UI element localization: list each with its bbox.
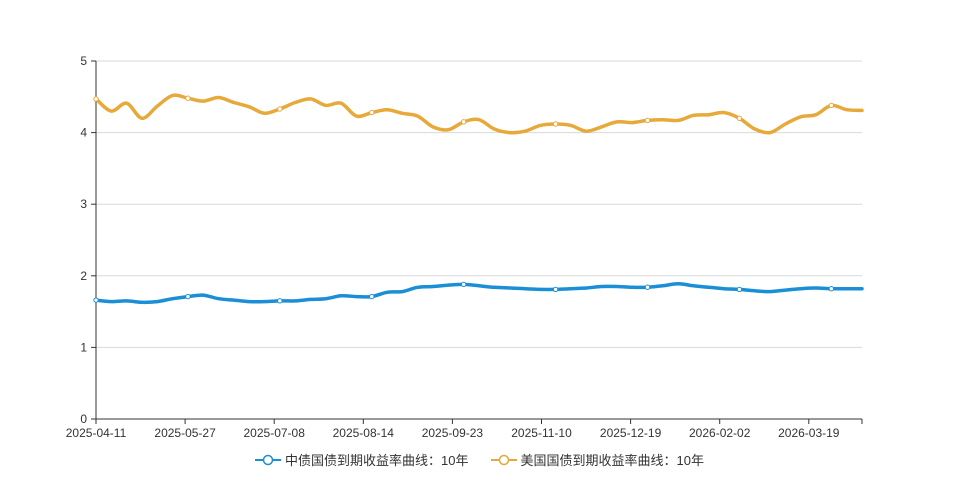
data-point[interactable] xyxy=(93,297,99,303)
data-point[interactable] xyxy=(185,293,191,300)
data-point[interactable] xyxy=(185,95,191,101)
series-line-0[interactable] xyxy=(94,281,864,305)
data-point[interactable] xyxy=(644,284,651,290)
legend: 中债国债到期收益率曲线：10年 美国国债到期收益率曲线：10年 xyxy=(0,450,959,469)
data-point[interactable] xyxy=(828,285,835,292)
x-tick-label: 2025-04-11 xyxy=(66,426,127,440)
legend-item-cn[interactable]: 中债国债到期收益率曲线：10年 xyxy=(255,450,469,469)
data-point[interactable] xyxy=(552,286,559,293)
y-tick-label: 4 xyxy=(80,126,87,140)
legend-label-us: 美国国债到期收益率曲线：10年 xyxy=(520,453,704,468)
y-tick-label: 3 xyxy=(80,197,87,211)
series-lines xyxy=(93,93,864,305)
data-point[interactable] xyxy=(552,121,559,127)
data-point[interactable] xyxy=(277,298,283,304)
data-point[interactable] xyxy=(460,119,467,125)
data-point[interactable] xyxy=(277,106,283,112)
x-tick-label: 2026-02-02 xyxy=(689,426,751,440)
data-point[interactable] xyxy=(736,115,743,121)
legend-label-cn: 中债国债到期收益率曲线：10年 xyxy=(285,453,469,468)
x-tick-label: 2025-11-10 xyxy=(511,426,572,440)
x-axis: 2025-04-11 2025-05-27 2025-07-08 2025-08-14… xyxy=(66,418,863,440)
legend-line-circle-icon xyxy=(255,454,282,465)
series-line-1[interactable] xyxy=(94,93,864,135)
x-tick-label: 2025-05-27 xyxy=(154,426,216,440)
data-point[interactable] xyxy=(736,286,743,293)
legend-item-us[interactable]: 美国国债到期收益率曲线：10年 xyxy=(490,450,704,469)
x-tick-label: 2025-08-14 xyxy=(333,426,395,440)
x-tick-label: 2025-07-08 xyxy=(244,426,306,440)
data-point[interactable] xyxy=(93,96,99,102)
x-tick-label: 2025-09-23 xyxy=(422,426,484,440)
x-tick-label: 2025-12-19 xyxy=(600,426,662,440)
data-point[interactable] xyxy=(369,109,375,116)
y-axis-ticks: 0 1 2 3 4 5 xyxy=(80,54,97,426)
legend-line-circle-icon xyxy=(490,454,517,465)
y-tick-label: 1 xyxy=(80,340,87,354)
data-point[interactable] xyxy=(828,102,835,109)
y-tick-label: 5 xyxy=(80,54,87,68)
y-tick-label: 2 xyxy=(80,269,87,283)
data-point[interactable] xyxy=(460,281,467,288)
data-point[interactable] xyxy=(644,117,651,124)
grid-lines xyxy=(96,60,862,348)
x-tick-label: 2026-03-19 xyxy=(778,426,840,440)
y-tick-label: 0 xyxy=(80,412,87,426)
data-point[interactable] xyxy=(369,293,375,300)
